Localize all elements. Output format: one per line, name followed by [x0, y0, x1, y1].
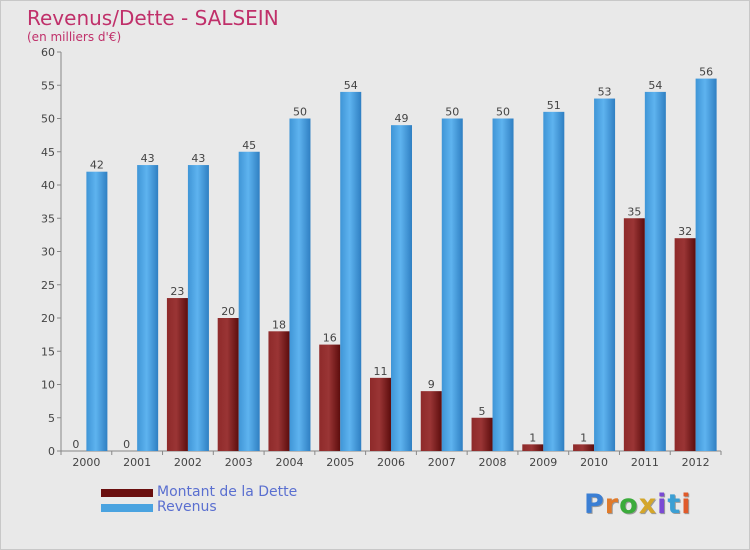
x-tick-label: 2003 — [225, 456, 253, 469]
y-tick-label: 10 — [41, 379, 55, 392]
logo-letter: i — [657, 489, 668, 520]
proxiti-logo: Proxiti — [584, 489, 692, 520]
x-tick-label: 2011 — [631, 456, 659, 469]
y-tick-label: 55 — [41, 79, 55, 92]
legend-label-dette: Montant de la Dette — [157, 484, 298, 500]
logo-letter: P — [584, 489, 605, 520]
x-tick-label: 2005 — [326, 456, 354, 469]
logo-letter: t — [667, 489, 682, 520]
bar-dette — [471, 417, 493, 451]
bar-dette — [217, 318, 239, 451]
bar-revenus — [391, 125, 412, 452]
data-label-revenus: 50 — [496, 106, 510, 119]
data-label-dette: 23 — [170, 285, 184, 298]
y-tick-label: 45 — [41, 146, 55, 159]
data-label-revenus: 43 — [191, 152, 205, 165]
data-label-revenus: 42 — [90, 159, 104, 172]
bar-dette — [268, 331, 290, 451]
logo-letter: x — [638, 489, 658, 520]
x-tick-label: 2004 — [275, 456, 303, 469]
data-label-dette: 11 — [374, 365, 388, 378]
y-tick-label: 30 — [41, 246, 55, 259]
bar-revenus — [441, 118, 463, 451]
y-tick-label: 25 — [41, 279, 55, 292]
bar-revenus — [492, 118, 514, 451]
y-tick-label: 0 — [48, 445, 55, 458]
y-tick-label: 40 — [41, 179, 55, 192]
bar-dette — [623, 218, 645, 451]
y-tick-label: 60 — [41, 46, 55, 59]
x-tick-label: 2002 — [174, 456, 202, 469]
data-label-revenus: 45 — [242, 139, 256, 152]
data-label-dette: 1 — [529, 431, 536, 444]
y-tick-label: 20 — [41, 312, 55, 325]
bar-revenus — [137, 165, 159, 452]
data-label-revenus: 54 — [648, 79, 662, 92]
y-tick-label: 50 — [41, 113, 55, 126]
logo-letter: r — [604, 489, 620, 520]
bar-revenus — [340, 91, 362, 452]
chart-subtitle: (en milliers d'€) — [27, 30, 122, 44]
x-tick-label: 2007 — [428, 456, 456, 469]
data-label-dette: 0 — [72, 438, 79, 451]
data-label-revenus: 49 — [395, 112, 409, 125]
bar-revenus — [594, 98, 616, 452]
bar-revenus — [86, 171, 108, 451]
legend-swatch-revenus — [101, 504, 153, 512]
x-tick-label: 2009 — [529, 456, 557, 469]
logo-letter: i — [681, 489, 692, 520]
data-label-revenus: 51 — [547, 99, 561, 112]
y-tick-label: 5 — [48, 412, 55, 425]
data-label-revenus: 43 — [141, 152, 155, 165]
bar-dette — [420, 391, 442, 451]
data-label-revenus: 54 — [344, 79, 358, 92]
logo-letter: o — [619, 489, 639, 520]
x-tick-label: 2000 — [72, 456, 100, 469]
legend-swatch-dette — [101, 489, 153, 497]
bar-dette — [319, 344, 341, 451]
data-label-revenus: 53 — [598, 86, 612, 99]
bar-dette — [674, 238, 696, 451]
bar-revenus — [187, 165, 209, 452]
legend-label-revenus: Revenus — [157, 499, 217, 515]
bar-dette — [573, 444, 595, 451]
data-label-dette: 16 — [323, 332, 337, 345]
bar-revenus — [543, 111, 565, 451]
data-label-dette: 1 — [580, 431, 587, 444]
x-tick-label: 2010 — [580, 456, 608, 469]
data-label-dette: 5 — [479, 405, 486, 418]
x-tick-label: 2008 — [479, 456, 507, 469]
data-label-dette: 35 — [627, 205, 641, 218]
data-label-dette: 32 — [678, 225, 692, 238]
bar-dette — [166, 298, 188, 451]
chart-title: Revenus/Dette - SALSEIN — [27, 6, 279, 30]
bar-dette — [370, 377, 391, 451]
bar-revenus — [289, 118, 311, 451]
bar-dette — [522, 444, 544, 451]
data-label-dette: 9 — [428, 378, 435, 391]
y-tick-label: 15 — [41, 345, 55, 358]
data-label-dette: 0 — [123, 438, 130, 451]
data-label-dette: 18 — [272, 318, 286, 331]
data-label-revenus: 56 — [699, 66, 713, 79]
bar-revenus — [238, 151, 260, 451]
data-label-revenus: 50 — [293, 106, 307, 119]
x-tick-label: 2001 — [123, 456, 151, 469]
data-label-revenus: 50 — [445, 106, 459, 119]
x-tick-label: 2012 — [682, 456, 710, 469]
y-tick-label: 35 — [41, 212, 55, 225]
data-label-dette: 20 — [221, 305, 235, 318]
bar-revenus — [695, 78, 717, 451]
bar-revenus — [644, 91, 666, 452]
x-tick-label: 2006 — [377, 456, 405, 469]
